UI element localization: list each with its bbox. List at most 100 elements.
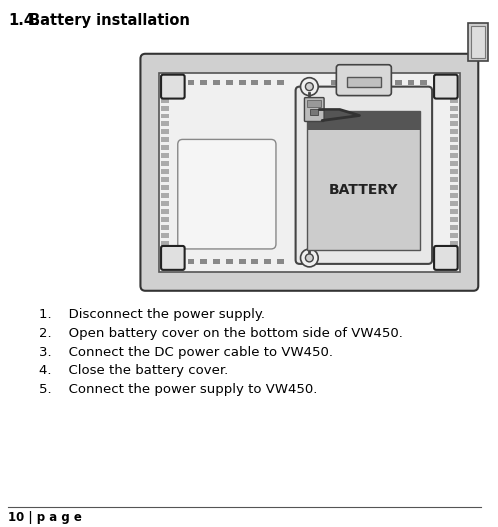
Bar	[161, 185, 169, 190]
Bar	[331, 259, 338, 265]
Bar	[175, 259, 182, 265]
Bar	[251, 80, 258, 85]
Bar	[450, 138, 458, 142]
Bar	[307, 111, 420, 250]
Bar	[239, 259, 246, 265]
Text: 1.    Disconnect the power supply.: 1. Disconnect the power supply.	[39, 308, 265, 321]
Bar	[344, 259, 351, 265]
Bar	[251, 259, 258, 265]
Bar	[407, 259, 414, 265]
Bar	[433, 80, 440, 85]
Bar	[450, 169, 458, 174]
Circle shape	[300, 249, 318, 267]
Bar	[161, 105, 169, 111]
Bar	[161, 201, 169, 206]
Bar	[357, 259, 364, 265]
Text: 1.4.: 1.4.	[8, 13, 39, 28]
Text: 5.    Connect the power supply to VW450.: 5. Connect the power supply to VW450.	[39, 383, 318, 396]
Bar	[161, 193, 169, 198]
FancyBboxPatch shape	[140, 54, 478, 291]
Bar	[395, 259, 402, 265]
Bar	[450, 225, 458, 230]
Bar	[382, 80, 389, 85]
Bar	[161, 233, 169, 238]
Bar	[438, 267, 446, 270]
Bar	[407, 80, 414, 85]
Bar	[438, 264, 446, 266]
FancyBboxPatch shape	[178, 140, 276, 249]
Text: 10 | p a g e: 10 | p a g e	[8, 511, 82, 524]
Bar	[161, 217, 169, 222]
Bar	[239, 80, 246, 85]
Bar	[450, 122, 458, 126]
Bar	[161, 97, 169, 103]
Text: Battery installation: Battery installation	[29, 13, 190, 28]
Bar	[450, 97, 458, 103]
Bar	[450, 177, 458, 182]
FancyBboxPatch shape	[161, 246, 185, 270]
Bar	[433, 259, 440, 265]
Circle shape	[305, 83, 313, 91]
Bar	[226, 259, 233, 265]
Bar	[450, 185, 458, 190]
Bar	[450, 161, 458, 167]
Bar	[331, 80, 338, 85]
Bar	[171, 259, 179, 262]
Bar	[450, 217, 458, 222]
Bar	[450, 241, 458, 246]
Bar	[469, 23, 488, 61]
Bar	[420, 80, 427, 85]
Bar	[188, 259, 194, 265]
Bar	[472, 26, 485, 58]
Bar	[450, 113, 458, 119]
Bar	[213, 80, 220, 85]
Bar	[450, 233, 458, 238]
Bar	[382, 259, 389, 265]
Bar	[161, 209, 169, 214]
Bar	[450, 193, 458, 198]
Bar	[307, 111, 420, 131]
Bar	[188, 80, 194, 85]
FancyBboxPatch shape	[434, 75, 458, 99]
FancyBboxPatch shape	[304, 97, 324, 122]
Bar	[307, 100, 321, 106]
Bar	[161, 138, 169, 142]
Bar	[171, 267, 179, 270]
Text: 2.    Open battery cover on the bottom side of VW450.: 2. Open battery cover on the bottom side…	[39, 327, 403, 339]
Bar	[450, 249, 458, 254]
Bar	[226, 80, 233, 85]
Bar	[171, 264, 179, 266]
Bar	[277, 80, 284, 85]
Bar	[161, 122, 169, 126]
Bar	[161, 241, 169, 246]
Bar	[161, 161, 169, 167]
Circle shape	[300, 77, 318, 95]
Text: 3.    Connect the DC power cable to VW450.: 3. Connect the DC power cable to VW450.	[39, 346, 333, 358]
Text: BATTERY: BATTERY	[329, 183, 398, 197]
Bar	[200, 80, 207, 85]
Bar	[264, 259, 271, 265]
Bar	[161, 225, 169, 230]
Bar	[161, 130, 169, 134]
Bar	[277, 259, 284, 265]
Bar	[369, 80, 376, 85]
Bar	[450, 145, 458, 150]
Bar	[161, 177, 169, 182]
FancyBboxPatch shape	[336, 65, 391, 95]
FancyBboxPatch shape	[296, 86, 432, 264]
Bar	[159, 73, 460, 272]
Bar	[264, 80, 271, 85]
Bar	[161, 145, 169, 150]
Bar	[357, 80, 364, 85]
Circle shape	[305, 254, 313, 262]
Bar	[450, 105, 458, 111]
Bar	[450, 130, 458, 134]
Bar	[161, 249, 169, 254]
Bar	[200, 259, 207, 265]
Bar	[438, 259, 446, 262]
FancyBboxPatch shape	[161, 75, 185, 99]
Bar	[450, 201, 458, 206]
Bar	[395, 80, 402, 85]
Bar	[161, 169, 169, 174]
Bar	[161, 153, 169, 158]
